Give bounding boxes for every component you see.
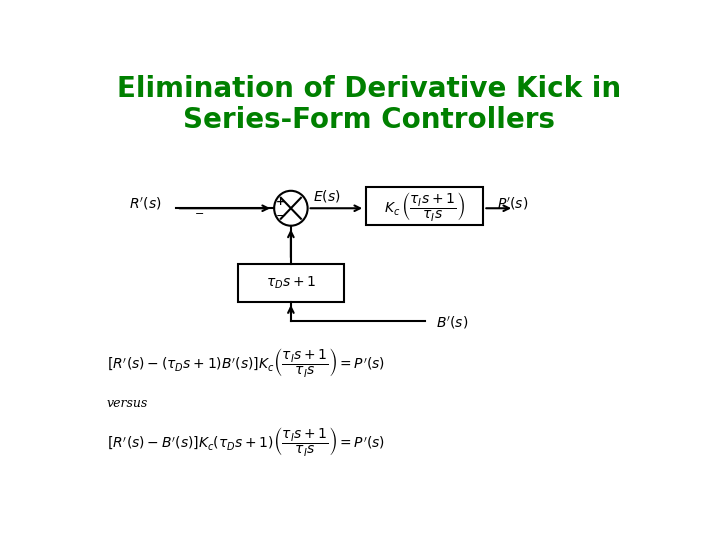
FancyBboxPatch shape: [238, 265, 344, 302]
Text: $\tau_D s+1$: $\tau_D s+1$: [266, 275, 316, 291]
Text: $K_c\,\left(\dfrac{\tau_I s+1}{\tau_I s}\right)$: $K_c\,\left(\dfrac{\tau_I s+1}{\tau_I s}…: [384, 190, 465, 222]
Text: $B'(s)$: $B'(s)$: [436, 314, 468, 330]
Text: $\left[R'(s)-(\tau_D s+1)B'(s)\right]K_c\left(\dfrac{\tau_I s+1}{\tau_I s}\right: $\left[R'(s)-(\tau_D s+1)B'(s)\right]K_c…: [107, 346, 385, 379]
Text: versus: versus: [107, 397, 148, 410]
Text: $-$: $-$: [275, 209, 287, 222]
Text: $R'(s)$: $R'(s)$: [129, 196, 161, 212]
Text: $-$: $-$: [194, 207, 204, 218]
FancyBboxPatch shape: [366, 187, 483, 225]
Text: $E(s)$: $E(s)$: [313, 188, 341, 204]
Text: +: +: [276, 197, 285, 207]
Text: Elimination of Derivative Kick in: Elimination of Derivative Kick in: [117, 75, 621, 103]
Text: $P'(s)$: $P'(s)$: [498, 196, 528, 212]
Text: Series-Form Controllers: Series-Form Controllers: [183, 106, 555, 134]
Text: $\left[R'(s)-B'(s)\right]K_c\left(\tau_D s+1\right)\left(\dfrac{\tau_I s+1}{\tau: $\left[R'(s)-B'(s)\right]K_c\left(\tau_D…: [107, 424, 385, 457]
